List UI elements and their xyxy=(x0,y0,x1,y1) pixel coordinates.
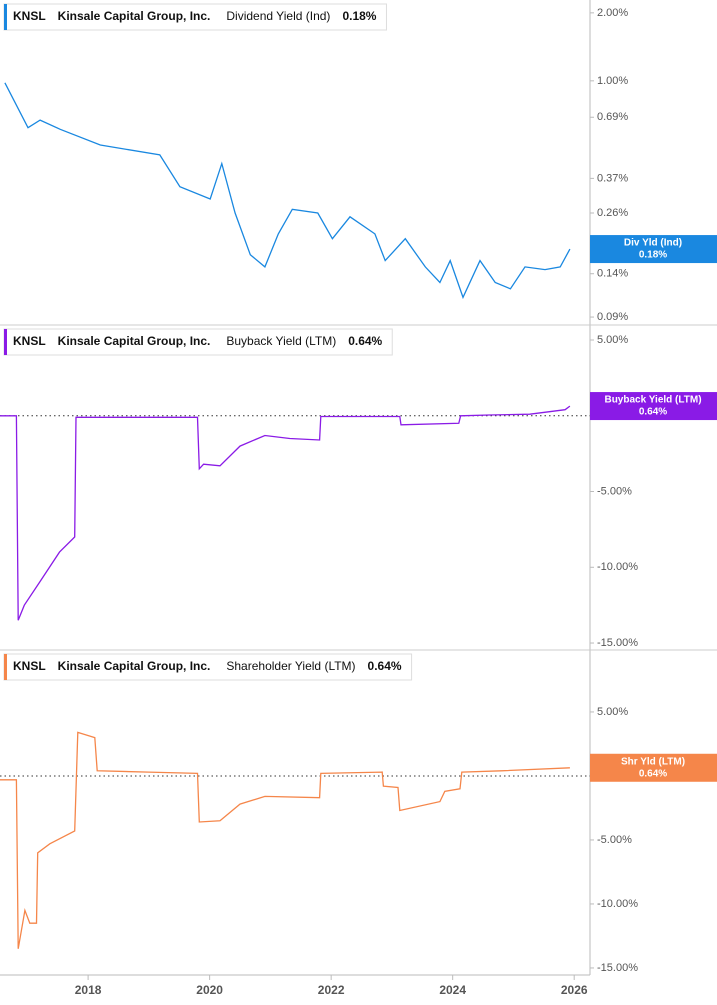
x-tick-label: 2026 xyxy=(561,983,588,997)
x-tick-label: 2022 xyxy=(318,983,345,997)
series-line xyxy=(0,405,571,621)
series-line xyxy=(0,731,570,949)
header-value: 0.18% xyxy=(342,9,376,23)
x-tick-label: 2020 xyxy=(196,983,223,997)
badge-value: 0.18% xyxy=(639,250,667,261)
y-tick-label: -15.00% xyxy=(597,637,638,649)
header-metric: Buyback Yield (LTM) xyxy=(226,334,336,348)
y-tick-label: -5.00% xyxy=(597,834,632,846)
y-tick-label: 5.00% xyxy=(597,706,628,718)
header-ticker: KNSL xyxy=(13,9,46,23)
x-tick-label: 2018 xyxy=(75,983,102,997)
header-value: 0.64% xyxy=(368,659,402,673)
header-box xyxy=(3,328,393,356)
header-metric: Shareholder Yield (LTM) xyxy=(226,659,355,673)
y-tick-label: -10.00% xyxy=(597,898,638,910)
badge-title: Shr Yld (LTM) xyxy=(621,756,685,767)
y-tick-label: 0.37% xyxy=(597,172,628,184)
header-color-bar xyxy=(4,4,7,30)
y-tick-label: 2.00% xyxy=(597,7,628,19)
badge-title: Buyback Yield (LTM) xyxy=(604,395,701,406)
series-line xyxy=(4,82,571,300)
value-badge xyxy=(590,392,717,421)
badge-value: 0.64% xyxy=(639,407,667,418)
header-company: Kinsale Capital Group, Inc. xyxy=(58,9,211,23)
header-color-bar xyxy=(4,654,7,680)
y-tick-label: 0.09% xyxy=(597,311,628,323)
header-company: Kinsale Capital Group, Inc. xyxy=(58,659,211,673)
header-value: 0.64% xyxy=(348,334,382,348)
header-color-bar xyxy=(4,329,7,355)
header-box xyxy=(3,3,387,31)
y-tick-label: -10.00% xyxy=(597,561,638,573)
y-tick-label: 1.00% xyxy=(597,75,628,87)
y-tick-label: 5.00% xyxy=(597,334,628,346)
y-tick-label: -5.00% xyxy=(597,485,632,497)
y-tick-label: 0.69% xyxy=(597,111,628,123)
y-tick-label: 0.14% xyxy=(597,268,628,280)
header-ticker: KNSL xyxy=(13,659,46,673)
x-tick-label: 2024 xyxy=(439,983,466,997)
value-badge xyxy=(590,235,717,264)
header-metric: Dividend Yield (Ind) xyxy=(226,9,330,23)
header-company: Kinsale Capital Group, Inc. xyxy=(58,334,211,348)
value-badge xyxy=(590,753,717,782)
badge-title: Div Yld (Ind) xyxy=(624,238,682,249)
y-tick-label: -15.00% xyxy=(597,962,638,974)
header-ticker: KNSL xyxy=(13,334,46,348)
badge-value: 0.64% xyxy=(639,768,667,779)
y-tick-label: 0.26% xyxy=(597,207,628,219)
